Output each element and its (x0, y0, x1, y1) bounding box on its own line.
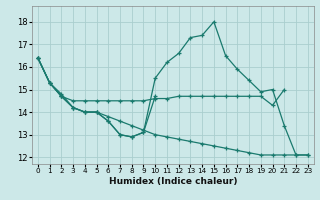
X-axis label: Humidex (Indice chaleur): Humidex (Indice chaleur) (108, 177, 237, 186)
